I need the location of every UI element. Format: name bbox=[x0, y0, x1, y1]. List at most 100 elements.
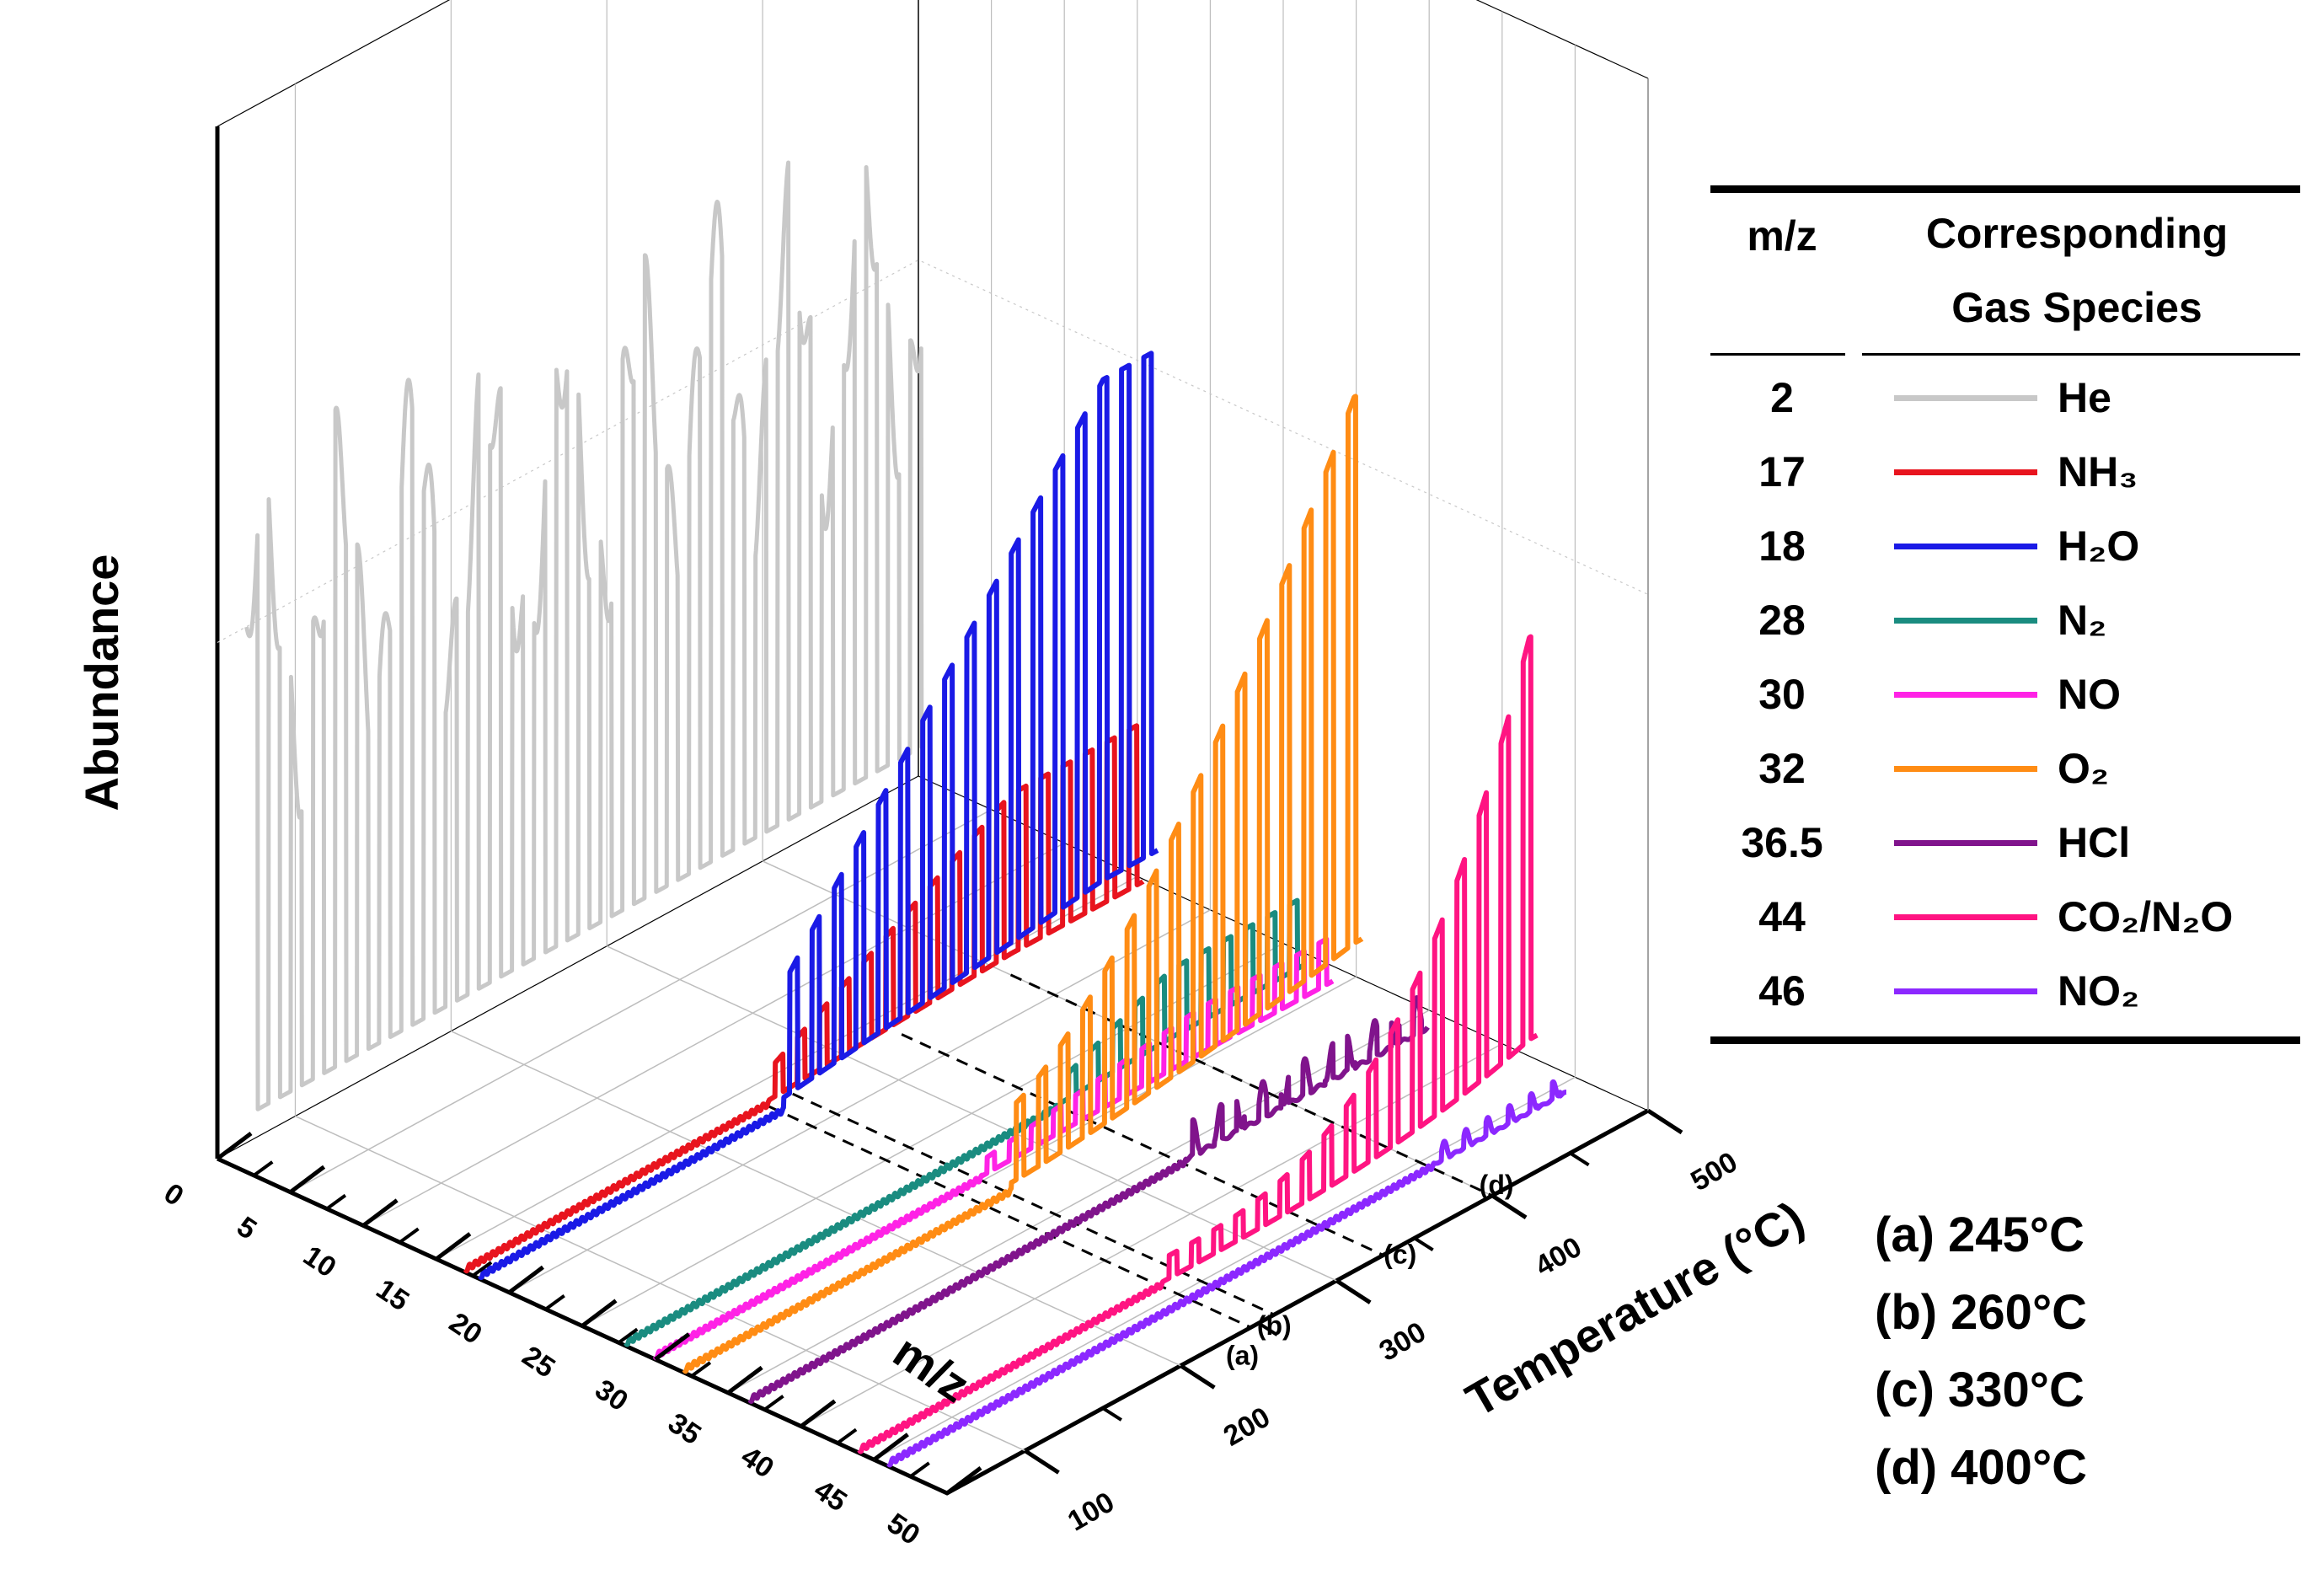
legend-gas: NO bbox=[2058, 671, 2121, 718]
series-line bbox=[682, 394, 1365, 1374]
mz-minor-tick bbox=[253, 1160, 274, 1177]
mz-tick-label: 5 bbox=[231, 1211, 262, 1246]
temperature-notes: (a) 245°C (b) 260°C (c) 330°C (d) 400°C bbox=[1875, 1197, 2087, 1507]
mz-tick-label: 45 bbox=[808, 1474, 853, 1518]
mz-tick bbox=[435, 1232, 472, 1261]
series-line bbox=[244, 160, 926, 1111]
mid-height-guide bbox=[217, 259, 1649, 644]
temp-tick bbox=[1646, 1108, 1683, 1135]
onset-marker-label: (c) bbox=[1383, 1240, 1416, 1270]
legend-swatch bbox=[1894, 543, 2037, 549]
legend-swatch bbox=[1894, 988, 2037, 994]
legend-gas: CO₂/N₂O bbox=[2058, 893, 2234, 940]
mz-tick bbox=[581, 1299, 618, 1328]
legend-mz: 17 bbox=[1758, 448, 1806, 495]
legend-swatch bbox=[1894, 617, 2037, 624]
legend-mz: 46 bbox=[1758, 967, 1806, 1015]
mz-tick bbox=[800, 1399, 837, 1428]
legend-gas: NO₂ bbox=[2058, 967, 2140, 1015]
mz-minor-tick bbox=[471, 1261, 493, 1277]
mz-tick bbox=[945, 1466, 982, 1495]
temp-tick bbox=[1024, 1449, 1060, 1475]
series-line bbox=[478, 351, 1160, 1281]
legend-mz: 36.5 bbox=[1741, 819, 1823, 866]
mz-tick bbox=[872, 1433, 909, 1462]
series-line bbox=[463, 723, 1146, 1274]
legend-row: 17 NH₃ bbox=[1710, 435, 2300, 509]
legend-mz: 44 bbox=[1758, 893, 1806, 940]
mz-tick-label: 25 bbox=[516, 1340, 561, 1384]
mz-tick-label: 15 bbox=[371, 1273, 415, 1318]
onset-marker-label: (b) bbox=[1257, 1310, 1292, 1341]
plot-box bbox=[215, 0, 1650, 1496]
grid-lines bbox=[217, 0, 1649, 1460]
top-edges bbox=[217, 0, 1649, 127]
temp-minor-tick bbox=[1101, 1406, 1122, 1422]
legend-header-species: Corresponding Gas Species bbox=[1854, 193, 2300, 353]
temp-note-c: (c) 330°C bbox=[1875, 1363, 2085, 1417]
series-line bbox=[652, 936, 1335, 1361]
onset-line bbox=[792, 1092, 1275, 1316]
legend-rows: 2 He 17 NH₃ 18 H₂O 28 N₂ 30 NO 32 O₂ 36.5 HCl 44 CO₂/N₂… bbox=[1710, 361, 2300, 1028]
legend-row: 28 N₂ bbox=[1710, 583, 2300, 657]
legend-row: 32 O₂ bbox=[1710, 731, 2300, 806]
mz-tick bbox=[216, 1132, 253, 1160]
floor-grid-temp bbox=[606, 945, 1337, 1282]
legend-mz: 32 bbox=[1758, 745, 1806, 792]
legend-swatch bbox=[1894, 765, 2037, 772]
legend-top-rule bbox=[1710, 185, 2300, 193]
abundance-axis-title: Abundance bbox=[75, 554, 128, 811]
legend-row: 46 NO₂ bbox=[1710, 954, 2300, 1028]
temp-note-b: (b) 260°C bbox=[1875, 1285, 2088, 1340]
series-traces bbox=[244, 160, 1569, 1468]
legend-swatch bbox=[1894, 469, 2037, 475]
legend-swatch bbox=[1894, 691, 2037, 698]
temp-tick-label: 200 bbox=[1218, 1401, 1276, 1453]
mz-tick-label: 50 bbox=[881, 1508, 926, 1552]
temp-tick-label: 100 bbox=[1062, 1486, 1120, 1537]
temp-tick-label: 300 bbox=[1374, 1316, 1432, 1368]
legend-row: 36.5 HCl bbox=[1710, 806, 2300, 880]
mz-tick-label: 0 bbox=[158, 1177, 190, 1213]
mz-tick bbox=[289, 1165, 326, 1194]
temperature-axis-title: Temperature (°C) bbox=[1457, 1191, 1812, 1427]
onset-marker-label: (d) bbox=[1480, 1170, 1514, 1200]
legend-swatch bbox=[1894, 913, 2037, 920]
series-line bbox=[886, 1079, 1569, 1468]
temp-tick-label: 500 bbox=[1685, 1146, 1742, 1197]
legend-header-rule bbox=[1710, 353, 2300, 356]
floor-grid-mz bbox=[727, 1010, 1430, 1394]
legend-gas: He bbox=[2058, 374, 2111, 421]
legend-bottom-rule bbox=[1710, 1036, 2300, 1044]
onset-line bbox=[901, 1033, 1384, 1256]
floor-grid-mz bbox=[436, 876, 1138, 1260]
mz-tick-label: 40 bbox=[736, 1440, 780, 1485]
axis-ticks bbox=[216, 1108, 1683, 1495]
mz-minor-tick bbox=[909, 1461, 930, 1478]
floor-grid-temp bbox=[451, 1030, 1181, 1367]
series-line bbox=[747, 995, 1430, 1404]
temp-tick bbox=[1490, 1193, 1528, 1219]
legend-row: 44 CO₂/N₂O bbox=[1710, 880, 2300, 954]
legend-row: 18 H₂O bbox=[1710, 509, 2300, 583]
temp-tick bbox=[1335, 1278, 1372, 1304]
floor-grid-mz bbox=[874, 1076, 1576, 1460]
mz-minor-tick bbox=[836, 1427, 858, 1445]
temp-note-d: (d) 400°C bbox=[1875, 1440, 2088, 1495]
legend-table: m/z Corresponding Gas Species 2 He 17 NH₃ 18… bbox=[1710, 185, 2300, 1044]
mz-tick-label: 10 bbox=[297, 1240, 342, 1284]
mz-tick-label: 30 bbox=[589, 1374, 634, 1418]
legend-header: m/z Corresponding Gas Species bbox=[1710, 193, 2300, 353]
temp-minor-tick bbox=[1413, 1236, 1434, 1252]
mz-minor-tick bbox=[690, 1361, 712, 1378]
mz-tick bbox=[654, 1332, 691, 1362]
onset-line bbox=[768, 1105, 1252, 1329]
legend-gas: N₂ bbox=[2058, 597, 2107, 644]
legend-mz: 18 bbox=[1758, 522, 1806, 570]
mz-minor-tick bbox=[618, 1327, 639, 1344]
legend-mz: 28 bbox=[1758, 597, 1806, 644]
temp-note-a: (a) 245°C bbox=[1875, 1208, 2085, 1262]
mz-tick bbox=[361, 1198, 399, 1228]
legend-swatch bbox=[1894, 839, 2037, 846]
